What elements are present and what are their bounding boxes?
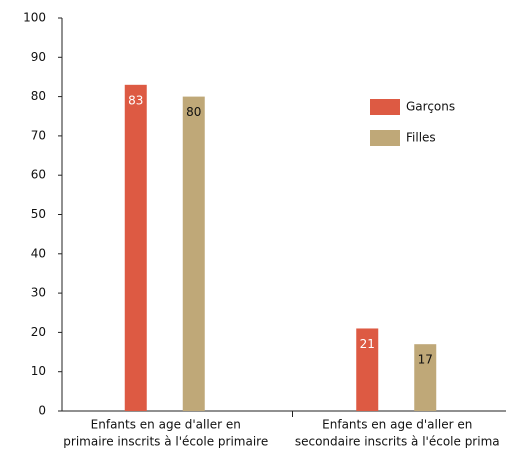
x-tick-label: Enfants en age d'aller en	[322, 418, 472, 432]
bar	[182, 96, 205, 411]
x-tick-label: primaire inscrits à l'école primaire	[63, 435, 268, 449]
value-label: 80	[186, 105, 201, 119]
y-tick-label: 40	[31, 246, 46, 260]
y-tick-label: 100	[23, 11, 46, 25]
y-tick-label: 20	[31, 325, 46, 339]
bar	[414, 344, 437, 411]
value-label: 83	[128, 93, 143, 107]
y-tick-label: 30	[31, 286, 46, 300]
legend-swatch	[370, 130, 400, 146]
bar	[356, 328, 379, 411]
y-tick-label: 0	[38, 404, 46, 418]
y-tick-label: 10	[31, 364, 46, 378]
y-tick-label: 50	[31, 207, 46, 221]
y-tick-label: 80	[31, 89, 46, 103]
value-label: 21	[360, 337, 375, 351]
y-tick-label: 90	[31, 50, 46, 64]
legend-label: Filles	[406, 131, 436, 145]
y-tick-label: 70	[31, 128, 46, 142]
legend-label: Garçons	[406, 100, 455, 114]
value-label: 17	[418, 353, 433, 367]
y-tick-label: 60	[31, 168, 46, 182]
legend-swatch	[370, 99, 400, 115]
bar	[124, 84, 147, 411]
x-tick-label: Enfants en age d'aller en	[91, 418, 241, 432]
x-tick-label: secondaire inscrits à l'école prima	[295, 435, 500, 449]
